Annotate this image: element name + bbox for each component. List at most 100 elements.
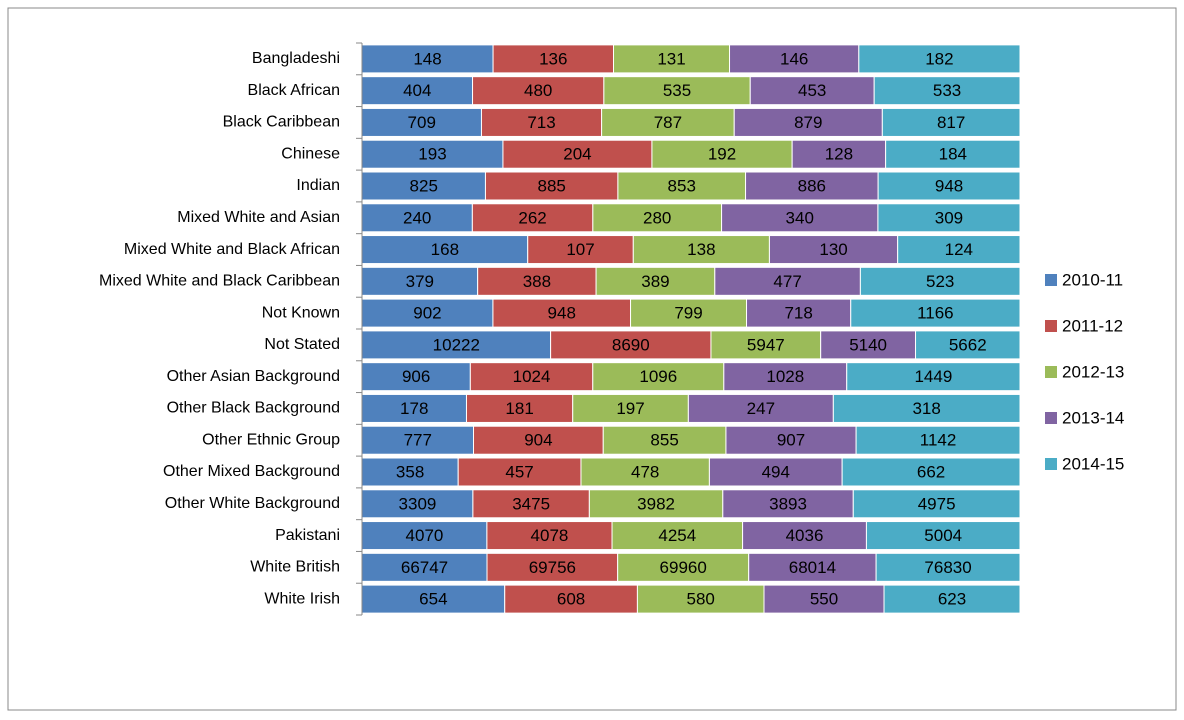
data-label: 138 xyxy=(687,240,715,259)
legend-label: 2011-12 xyxy=(1062,316,1123,335)
bar-segment xyxy=(361,393,467,423)
bar-segment xyxy=(502,139,653,169)
bar-segment xyxy=(852,489,1021,519)
legend-label: 2010-11 xyxy=(1062,270,1123,289)
bar-segment xyxy=(722,489,854,519)
bar-segment xyxy=(885,139,1021,169)
bar-segment xyxy=(687,393,834,423)
data-label: 718 xyxy=(784,304,812,323)
data-label: 340 xyxy=(786,208,814,227)
category-label: Indian xyxy=(296,177,340,194)
bar-segment xyxy=(721,203,879,233)
category-label: White Irish xyxy=(264,590,340,607)
data-label: 817 xyxy=(937,113,965,132)
data-label: 623 xyxy=(938,590,966,609)
bar-segment xyxy=(469,362,594,392)
bar-segment xyxy=(841,457,1021,487)
category-label: Other White Background xyxy=(165,495,340,512)
data-label: 3893 xyxy=(769,494,807,513)
data-label: 906 xyxy=(402,367,430,386)
bar-segment xyxy=(710,330,822,360)
bar-segment xyxy=(611,521,744,551)
bar-segment xyxy=(361,76,474,106)
category-label: Mixed White and Black African xyxy=(124,241,340,258)
bar-segment xyxy=(850,298,1021,328)
bar-segment xyxy=(855,425,1021,455)
data-label: 168 xyxy=(431,240,459,259)
legend-label: 2013-14 xyxy=(1062,408,1124,427)
data-label: 1449 xyxy=(914,367,952,386)
bar-segment xyxy=(361,266,479,296)
bar-segment xyxy=(745,171,879,201)
category-label: White British xyxy=(250,559,340,576)
data-label: 4975 xyxy=(918,494,956,513)
data-label: 181 xyxy=(505,399,533,418)
category-label: Pakistani xyxy=(275,527,340,544)
data-label: 68014 xyxy=(789,558,836,577)
bar-segment xyxy=(471,203,594,233)
category-label: Other Black Background xyxy=(167,400,340,417)
data-label: 523 xyxy=(926,272,954,291)
bar-segment xyxy=(361,584,506,614)
category-label: Black African xyxy=(248,82,340,99)
data-label: 550 xyxy=(810,590,838,609)
data-label: 1024 xyxy=(513,367,551,386)
data-label: 4036 xyxy=(786,526,824,545)
data-label: 787 xyxy=(654,113,682,132)
bar-segment xyxy=(592,362,725,392)
data-label: 69756 xyxy=(529,558,576,577)
bar-segment xyxy=(748,552,877,582)
legend-label: 2014-15 xyxy=(1062,454,1124,473)
bar-segment xyxy=(858,44,1021,74)
data-label: 240 xyxy=(403,208,431,227)
bar-segment xyxy=(630,298,748,328)
data-label: 904 xyxy=(524,431,552,450)
data-label: 280 xyxy=(643,208,671,227)
bar-segment xyxy=(846,362,1021,392)
bar-segment xyxy=(875,552,1021,582)
bar-segment xyxy=(486,521,613,551)
bar-segment xyxy=(651,139,793,169)
legend-swatch xyxy=(1045,320,1057,332)
bar-segment xyxy=(361,235,529,265)
data-label: 3475 xyxy=(512,494,550,513)
bar-segment xyxy=(877,203,1021,233)
data-label: 5004 xyxy=(924,526,962,545)
category-label: Mixed White and Black Caribbean xyxy=(99,273,340,290)
data-label: 902 xyxy=(413,304,441,323)
bar-segment xyxy=(361,362,471,392)
bar-segment xyxy=(361,203,473,233)
data-label: 777 xyxy=(404,431,432,450)
data-label: 5140 xyxy=(849,335,887,354)
data-label: 853 xyxy=(668,176,696,195)
data-label: 477 xyxy=(773,272,801,291)
bar-segment xyxy=(791,139,887,169)
category-label: Not Known xyxy=(262,304,340,321)
data-label: 535 xyxy=(663,81,691,100)
bar-segment xyxy=(550,330,712,360)
data-label: 182 xyxy=(925,49,953,68)
data-label: 1028 xyxy=(766,367,804,386)
data-label: 262 xyxy=(518,208,546,227)
data-label: 5947 xyxy=(747,335,785,354)
data-label: 480 xyxy=(524,81,552,100)
legend-swatch xyxy=(1045,274,1057,286)
bar-segment xyxy=(588,489,724,519)
data-label: 879 xyxy=(794,113,822,132)
data-label: 136 xyxy=(539,49,567,68)
bar-segment xyxy=(484,171,619,201)
bar-segment xyxy=(708,457,843,487)
data-label: 713 xyxy=(527,113,555,132)
bar-segment xyxy=(617,171,747,201)
bar-segment xyxy=(361,552,488,582)
legend-swatch xyxy=(1045,366,1057,378)
data-label: 457 xyxy=(505,462,533,481)
bar-segment xyxy=(492,44,615,74)
data-label: 4254 xyxy=(658,526,696,545)
bar-segment xyxy=(632,235,770,265)
data-label: 379 xyxy=(406,272,434,291)
data-label: 131 xyxy=(657,49,685,68)
data-label: 907 xyxy=(777,431,805,450)
category-label: Black Caribbean xyxy=(223,114,340,131)
bar-segment xyxy=(592,203,723,233)
